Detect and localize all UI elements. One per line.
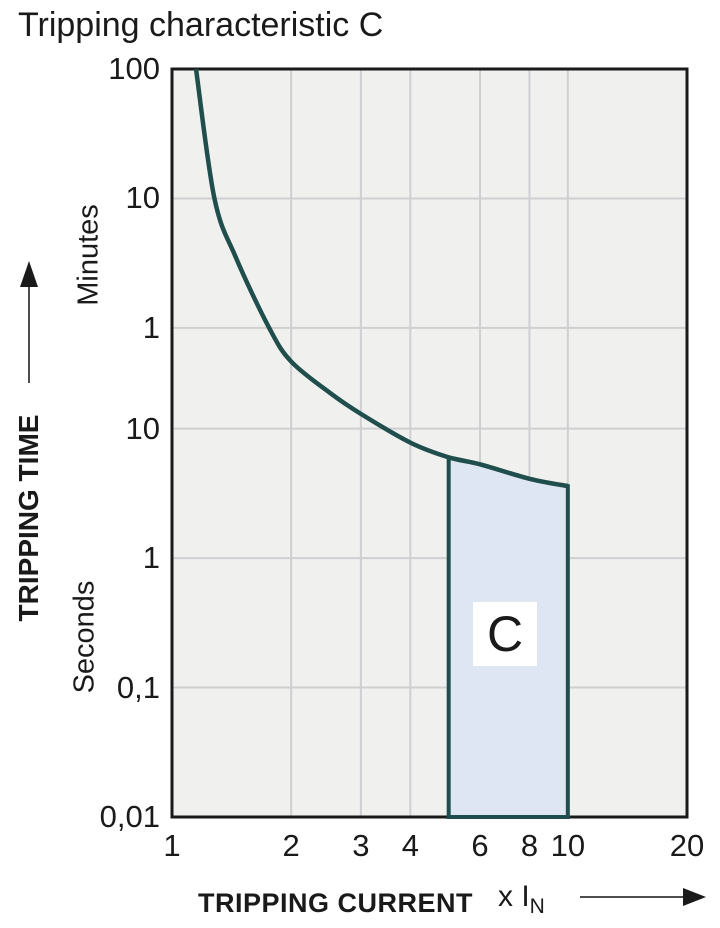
y-tick-label: 1 [142, 309, 160, 345]
tripping-curve [193, 68, 569, 489]
x-axis-multiplier: x IN [498, 880, 545, 917]
region-c-label: C [486, 606, 524, 662]
plot-border [170, 67, 689, 819]
y-tick-label: 1 [142, 540, 160, 576]
y-axis-unit-minutes: Minutes [72, 204, 105, 306]
x-tick-label: 2 [282, 828, 300, 863]
x-tick-label: 6 [471, 828, 489, 863]
y-tick-label: 0,1 [116, 669, 160, 705]
multiplier-subscript: N [529, 895, 545, 918]
x-tick-label: 1 [163, 828, 181, 863]
y-tick-label: 10 [125, 180, 160, 216]
page-title: Tripping characteristic C [18, 6, 384, 44]
region-label-box: C [473, 602, 537, 666]
x-axis-label: TRIPPING CURRENT [198, 888, 474, 918]
y-tick-label: 10 [125, 410, 160, 446]
x-tick-label: 8 [520, 828, 539, 863]
multiplier-prefix: x I [498, 880, 530, 913]
x-tick-label: 3 [352, 828, 370, 863]
y-tick-label: 0,01 [99, 799, 160, 834]
x-axis-arrow-icon [683, 888, 706, 906]
x-tick-label: 4 [401, 828, 419, 863]
plot-background [172, 69, 687, 817]
x-tick-label: 20 [669, 828, 705, 863]
x-tick-label: 10 [550, 828, 586, 863]
y-axis-arrow-icon [20, 261, 38, 287]
y-tick-label: 100 [108, 51, 160, 86]
